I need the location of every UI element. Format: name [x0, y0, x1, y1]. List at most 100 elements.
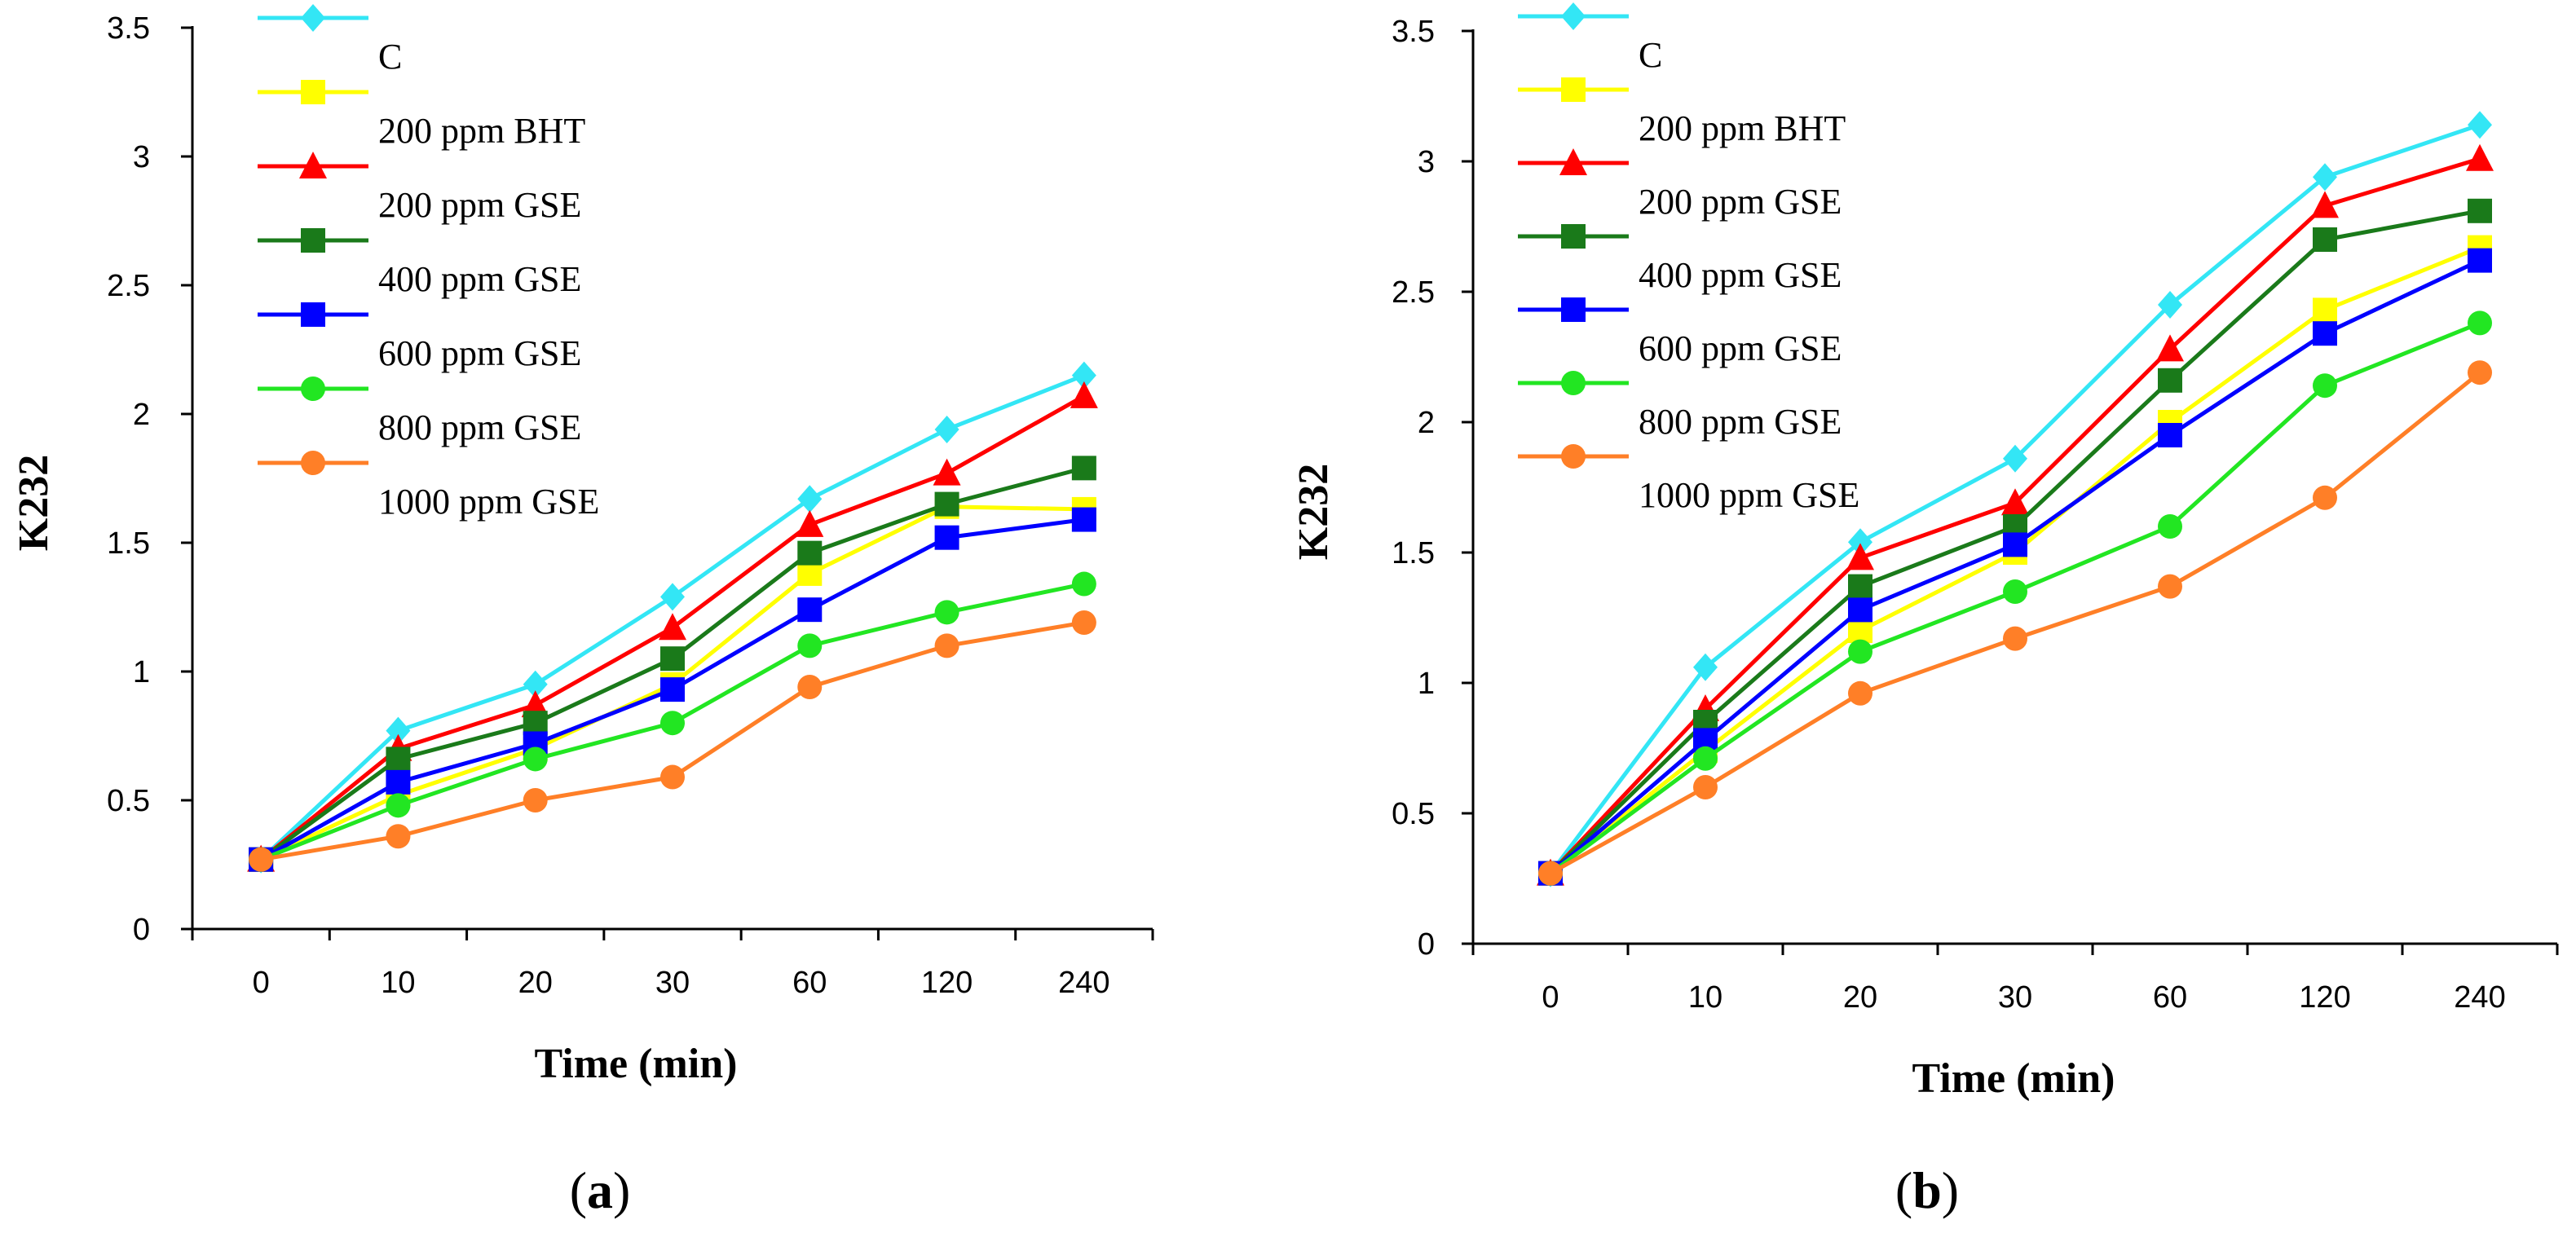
- legend-label: 400 ppm GSE: [378, 259, 581, 299]
- data-point: [797, 633, 823, 658]
- legend-label: 200 ppm GSE: [378, 185, 581, 225]
- y-tick-label: 2: [133, 398, 150, 432]
- data-point: [2313, 297, 2337, 323]
- y-tick-label: 3.5: [1392, 15, 1435, 49]
- x-tick-label: 120: [921, 966, 973, 1000]
- data-point: [934, 415, 959, 443]
- series-c: [249, 361, 1096, 874]
- data-point: [2466, 143, 2494, 171]
- data-point: [386, 769, 411, 795]
- x-axis-title: Time (min): [1912, 1055, 2115, 1102]
- legend-label: 1000 ppm GSE: [1639, 475, 1859, 515]
- data-point: [934, 600, 959, 625]
- y-tick-label: 0.5: [1392, 797, 1435, 831]
- legend: C 200 ppm BHT 200 ppm GSE 400 ppm GSE 600 pp…: [1518, 2, 1859, 515]
- data-point: [1693, 746, 1718, 771]
- x-axis-title: Time (min): [535, 1041, 738, 1087]
- x-tick-label: 20: [518, 966, 553, 1000]
- y-axis-title: K232: [1290, 464, 1337, 560]
- series-200-ppm-gse: [247, 381, 1098, 872]
- data-point: [2313, 227, 2337, 252]
- data-point: [1071, 456, 1096, 481]
- legend: C 200 ppm BHT 200 ppm GSE 400 ppm GSE 600 pp…: [258, 4, 599, 522]
- x-tick-label: 0: [253, 966, 270, 1000]
- legend-swatch-marker: [1561, 77, 1586, 102]
- legend-item: 200 ppm BHT: [258, 80, 585, 151]
- legend-label: 800 ppm GSE: [1639, 402, 1842, 442]
- legend-item: 1000 ppm GSE: [1518, 444, 1859, 515]
- x-tick-label: 240: [2454, 980, 2505, 1015]
- legend-swatch-marker: [301, 228, 325, 253]
- legend-swatch-marker: [1561, 297, 1586, 322]
- y-tick-label: 2: [1418, 406, 1435, 440]
- data-point: [796, 509, 824, 537]
- data-point: [660, 677, 685, 702]
- data-point: [1538, 861, 1563, 886]
- legend-swatch-marker: [301, 377, 325, 401]
- legend-label: 1000 ppm GSE: [378, 482, 599, 522]
- legend-swatch-marker: [301, 4, 325, 32]
- data-point: [797, 597, 823, 623]
- x-tick-label: 10: [1688, 980, 1722, 1015]
- series-400-ppm-gse: [249, 456, 1096, 872]
- data-point: [2468, 360, 2492, 385]
- data-point: [523, 788, 548, 812]
- data-point: [2313, 373, 2337, 399]
- data-point: [2158, 514, 2182, 539]
- data-point: [2158, 574, 2182, 599]
- x-tick-label: 20: [1843, 980, 1877, 1015]
- data-point: [2001, 488, 2029, 516]
- data-point: [1070, 381, 1098, 408]
- y-tick-label: 3.5: [107, 11, 150, 46]
- data-point: [386, 716, 411, 745]
- data-point: [2313, 163, 2337, 192]
- data-point: [1848, 528, 1872, 557]
- legend-item: 200 ppm BHT: [1518, 77, 1846, 148]
- data-point: [2313, 485, 2337, 510]
- x-tick-label: 60: [2153, 980, 2187, 1015]
- data-point: [1848, 597, 1872, 623]
- data-point: [523, 670, 548, 698]
- y-tick-label: 1: [1418, 667, 1435, 701]
- legend-swatch-marker: [1561, 444, 1586, 469]
- data-point: [933, 458, 961, 486]
- data-point: [797, 674, 823, 699]
- data-point: [660, 711, 685, 736]
- legend-item: 800 ppm GSE: [258, 377, 581, 447]
- data-point: [1848, 639, 1872, 664]
- x-tick-label: 10: [381, 966, 415, 1000]
- legend-label: 200 ppm BHT: [1639, 108, 1846, 148]
- legend-item: 400 ppm GSE: [258, 228, 581, 299]
- chart-panel-b: 0 0.5 1 1.5 2 2.5 3 3.5 0 10 20 30 60 120 240 Time (min…: [1290, 2, 2559, 1219]
- data-point: [2468, 198, 2492, 223]
- legend-item: 600 ppm GSE: [1518, 297, 1842, 368]
- data-point: [2313, 321, 2337, 346]
- x-tick-label: 0: [1542, 980, 1559, 1015]
- data-point: [2003, 444, 2027, 473]
- legend-label: 200 ppm GSE: [1639, 182, 1842, 222]
- data-point: [1846, 543, 1874, 570]
- legend-item: C: [1518, 2, 1662, 75]
- x-tick-label: 120: [2299, 980, 2350, 1015]
- legend-swatch-marker: [1561, 224, 1586, 249]
- legend-item: 600 ppm GSE: [258, 302, 581, 373]
- legend-item: 1000 ppm GSE: [258, 451, 599, 522]
- y-tick-label: 2.5: [1392, 275, 1435, 310]
- data-point: [2158, 291, 2182, 319]
- data-point: [2158, 368, 2182, 393]
- legend-item: 200 ppm GSE: [258, 152, 581, 225]
- data-point: [660, 764, 685, 790]
- data-point: [797, 540, 823, 566]
- x-tick-label: 30: [655, 966, 690, 1000]
- y-tick-label: 1.5: [107, 526, 150, 561]
- data-point: [660, 583, 685, 611]
- data-point: [2003, 626, 2027, 651]
- data-point: [1848, 680, 1872, 706]
- data-point: [1693, 775, 1718, 799]
- data-point: [934, 633, 959, 658]
- data-point: [2468, 310, 2492, 336]
- data-point: [521, 690, 549, 718]
- data-point: [1071, 507, 1096, 532]
- panel-label: (b): [1895, 1161, 1959, 1219]
